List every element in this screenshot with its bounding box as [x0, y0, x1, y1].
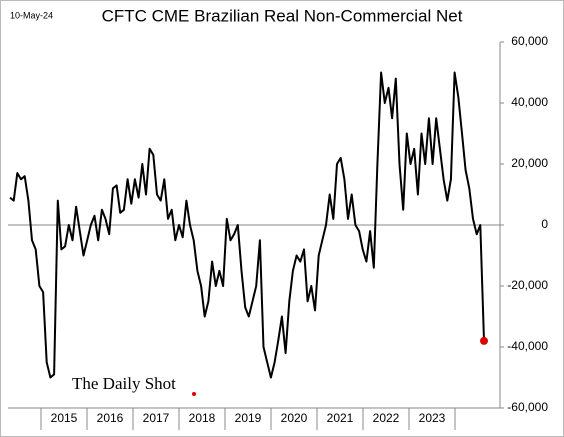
- series-line: [9, 71, 485, 379]
- end-marker: [480, 336, 488, 345]
- y-tick-label: -60,000: [507, 400, 548, 414]
- watermark: The Daily Shot: [72, 374, 176, 393]
- watermark-dot: [192, 392, 196, 396]
- date-label: 10-May-24: [10, 10, 53, 20]
- y-tick-label: 40,000: [511, 95, 548, 109]
- x-tick-label: 2019: [235, 411, 262, 425]
- y-tick-label: -40,000: [507, 339, 548, 353]
- x-tick-label: 2020: [281, 411, 308, 425]
- y-tick-label: 20,000: [511, 156, 548, 170]
- x-tick-label: 2023: [419, 411, 446, 425]
- x-tick-label: 2017: [143, 411, 170, 425]
- x-tick-label: 2021: [327, 411, 354, 425]
- y-tick-label: 60,000: [511, 34, 548, 48]
- x-tick-label: 2016: [97, 411, 124, 425]
- y-tick-label: -20,000: [507, 278, 548, 292]
- x-tick-label: 2022: [373, 411, 400, 425]
- x-tick-label: 2018: [189, 411, 216, 425]
- chart-title: CFTC CME Brazilian Real Non-Commercial N…: [102, 6, 463, 25]
- y-tick-label: 0: [541, 217, 548, 231]
- x-tick-label: 2015: [51, 411, 78, 425]
